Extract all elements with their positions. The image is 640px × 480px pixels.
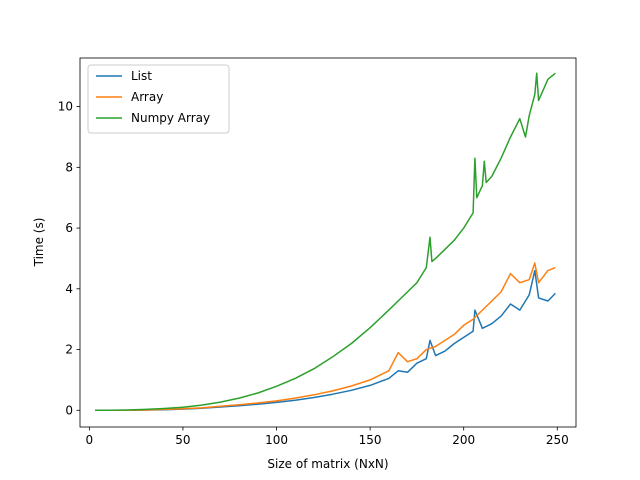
- y-tick-label-5: 10: [58, 100, 73, 114]
- series-layer: [95, 72, 556, 412]
- legend-label-0: List: [131, 69, 152, 83]
- series-line-2: [95, 72, 556, 412]
- x-tick-label-5: 250: [546, 433, 569, 447]
- x-tick-label-2: 100: [265, 433, 288, 447]
- x-tick-label-1: 50: [175, 433, 190, 447]
- x-tick-label-4: 200: [452, 433, 475, 447]
- y-tick-label-2: 4: [65, 282, 73, 296]
- y-tick-label-3: 6: [65, 221, 73, 235]
- x-axis: 0 50 100 150 200 250: [86, 427, 569, 447]
- y-tick-label-1: 2: [65, 343, 73, 357]
- x-tick-label-3: 150: [359, 433, 382, 447]
- axes-layer: [79, 57, 577, 428]
- legend-box: [87, 64, 230, 134]
- legend-label-2: Numpy Array: [131, 111, 210, 125]
- x-tick-label-0: 0: [86, 433, 94, 447]
- x-axis-label: Size of matrix (NxN): [267, 457, 388, 471]
- plot-frame: [79, 57, 577, 428]
- y-axis: 0 2 4 6 8 10: [58, 100, 80, 417]
- legend: List Array Numpy Array: [87, 64, 230, 134]
- y-tick-label-4: 8: [65, 160, 73, 174]
- series-line-1: [95, 262, 556, 412]
- legend-label-1: Array: [131, 90, 163, 104]
- y-axis-label: Time (s): [32, 218, 46, 268]
- y-tick-label-0: 0: [65, 403, 73, 417]
